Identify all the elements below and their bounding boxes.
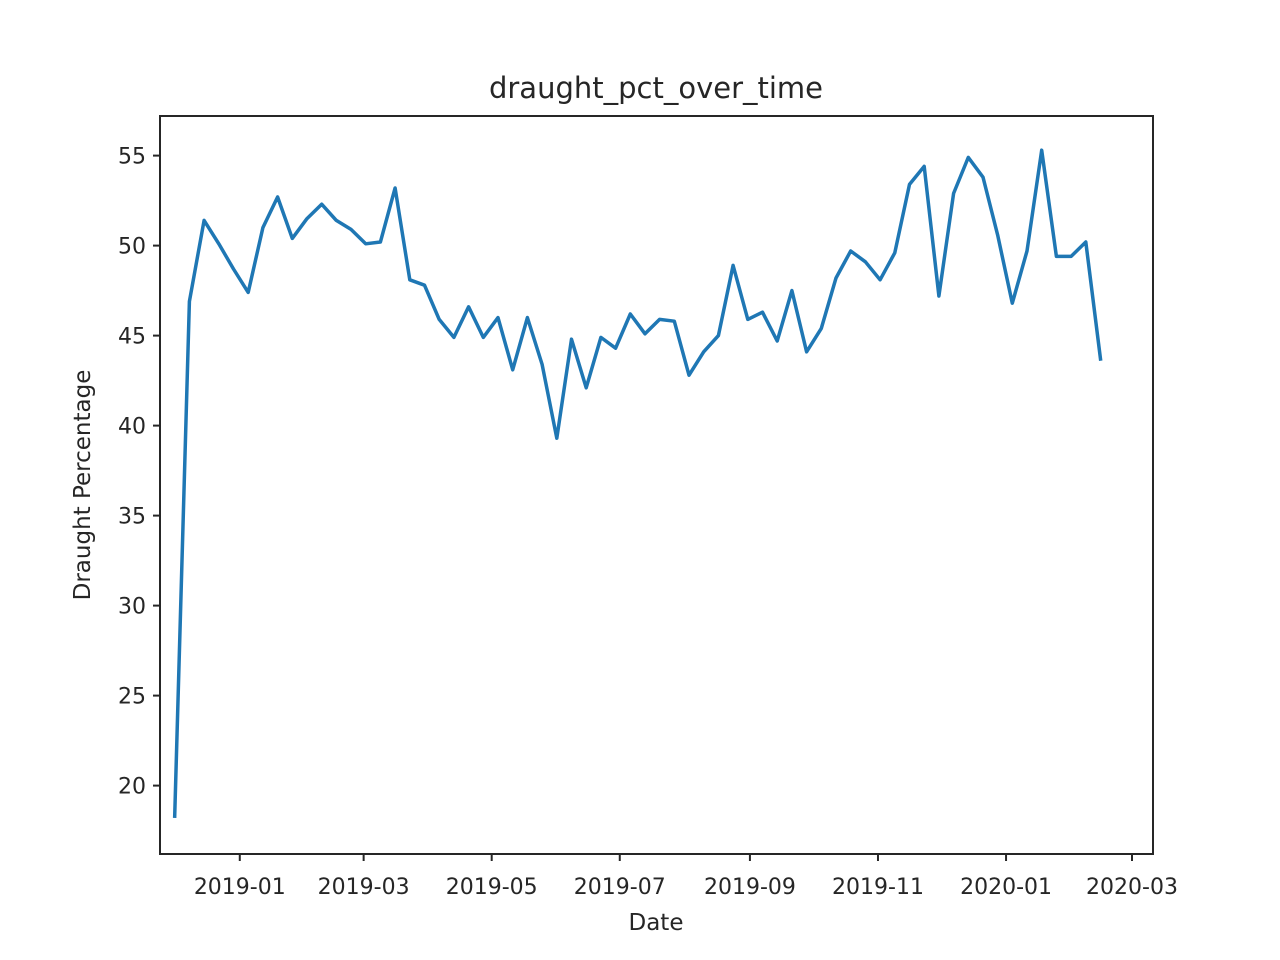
y-tick-label: 55 bbox=[118, 145, 146, 170]
chart-title: draught_pct_over_time bbox=[489, 71, 823, 105]
x-tick-label: 2020-03 bbox=[1086, 875, 1178, 900]
x-tick-label: 2019-09 bbox=[704, 875, 796, 900]
y-axis-label: Draught Percentage bbox=[70, 370, 96, 601]
y-tick-label: 40 bbox=[118, 415, 146, 440]
x-tick-label: 2019-01 bbox=[194, 875, 286, 900]
x-axis-label: Date bbox=[629, 910, 684, 936]
plot-area-frame bbox=[159, 115, 1154, 855]
series-line bbox=[172, 148, 1103, 818]
y-tick-label: 30 bbox=[118, 595, 146, 620]
y-tick-label: 20 bbox=[118, 775, 146, 800]
y-axis: 20 25 30 35 40 45 50 55 bbox=[118, 145, 160, 800]
y-tick-label: 25 bbox=[118, 685, 146, 710]
x-tick-label: 2019-07 bbox=[574, 875, 666, 900]
x-tick-label: 2019-05 bbox=[446, 875, 538, 900]
x-tick-label: 2019-03 bbox=[318, 875, 410, 900]
y-tick-label: 45 bbox=[118, 325, 146, 350]
y-tick-label: 50 bbox=[118, 235, 146, 260]
x-tick-label: 2019-11 bbox=[832, 875, 924, 900]
y-tick-label: 35 bbox=[118, 505, 146, 530]
x-axis: 2019-01 2019-03 2019-05 2019-07 2019-09 2019-… bbox=[194, 854, 1178, 900]
series-layer bbox=[172, 148, 1103, 818]
x-tick-label: 2020-01 bbox=[960, 875, 1052, 900]
